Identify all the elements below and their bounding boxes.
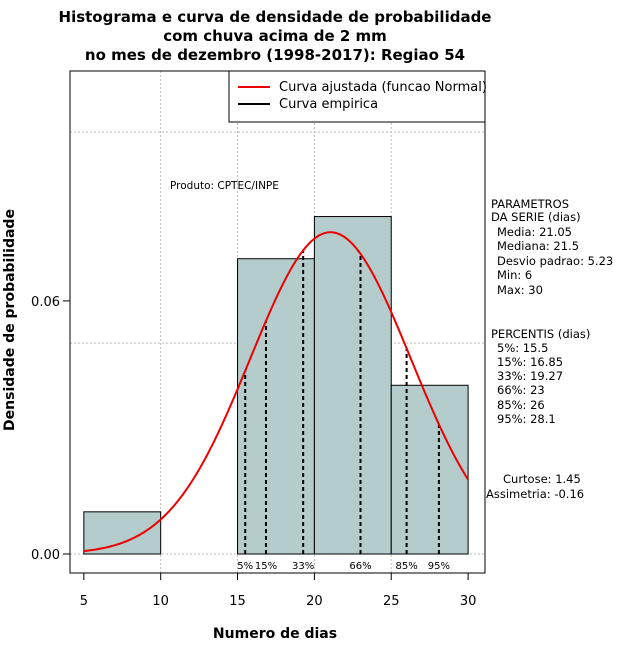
- y-axis-title: Densidade de probabilidade: [2, 209, 18, 431]
- credit-text: Produto: CPTEC/INPE: [170, 180, 279, 192]
- percentile-marker-label: 15%: [255, 561, 277, 572]
- y-axis: 0.00 0.06: [31, 295, 71, 563]
- param-mean: Media: 21.05: [497, 225, 572, 239]
- chart-title-line-3: no mes de dezembro (1998-2017): Regiao 5…: [85, 46, 465, 64]
- legend-label-empirical: Curva empirica: [279, 97, 378, 112]
- percentile-marker-label: 85%: [395, 561, 417, 572]
- normal-fit-curve: [83, 231, 469, 553]
- param-max: Max: 30: [497, 283, 543, 297]
- percentile-95: 95%: 28.1: [497, 412, 556, 426]
- percentile-5: 5%: 15.5: [497, 341, 548, 355]
- percentile-marker-label: 33%: [292, 561, 314, 572]
- chart-title-line-1: Histograma e curva de densidade de proba…: [59, 8, 492, 26]
- x-tick-label: 15: [229, 594, 246, 609]
- y-tick-label: 0.00: [31, 548, 60, 563]
- stat-skewness: Assimetria: -0.16: [486, 487, 584, 501]
- percentile-15: 15%: 16.85: [497, 355, 563, 369]
- stat-kurtosis: Curtose: 1.45: [503, 472, 581, 486]
- percentile-85: 85%: 26: [497, 398, 545, 412]
- histogram-bar: [313, 216, 392, 555]
- x-axis-title: Numero de dias: [213, 626, 337, 642]
- param-min: Min: 6: [497, 268, 532, 282]
- percentile-markers-layer: 5% 15% 33% 66% 85% 95%: [237, 250, 450, 572]
- percentile-marker-label: 66%: [349, 561, 371, 572]
- histogram-bar: [390, 384, 469, 555]
- x-tick-label: 5: [80, 594, 88, 609]
- percentile-33: 33%: 19.27: [497, 369, 563, 383]
- percentile-marker-label: 95%: [428, 561, 450, 572]
- param-median: Mediana: 21.5: [497, 239, 579, 253]
- series-parameters-panel: PARAMETROS DA SERIE (dias) Media: 21.05 …: [486, 197, 613, 501]
- x-tick-label: 10: [152, 594, 169, 609]
- histogram-bar: [237, 258, 315, 555]
- legend: Curva ajustada (funcao Normal) Curva emp…: [228, 70, 487, 123]
- percentiles-header: PERCENTIS (dias): [491, 327, 590, 341]
- params-header-line-2: DA SERIE (dias): [491, 210, 581, 224]
- x-axis: 5 10 15 20 25 30: [80, 572, 477, 609]
- y-tick-label: 0.06: [31, 295, 60, 310]
- percentile-66: 66%: 23: [497, 383, 545, 397]
- bars-layer: [83, 216, 469, 555]
- x-tick-label: 30: [460, 594, 477, 609]
- x-tick-label: 20: [306, 594, 323, 609]
- legend-label-normal: Curva ajustada (funcao Normal): [279, 80, 487, 95]
- chart-title-line-2: com chuva acima de 2 mm: [163, 27, 387, 45]
- params-header-line-1: PARAMETROS: [491, 197, 569, 211]
- histogram-bar: [83, 511, 162, 555]
- x-tick-label: 25: [383, 594, 400, 609]
- percentile-marker-label: 5%: [237, 561, 253, 572]
- param-stddev: Desvio padrao: 5.23: [497, 254, 613, 268]
- normal-curve-layer: [83, 231, 469, 553]
- legend-box: [228, 70, 486, 123]
